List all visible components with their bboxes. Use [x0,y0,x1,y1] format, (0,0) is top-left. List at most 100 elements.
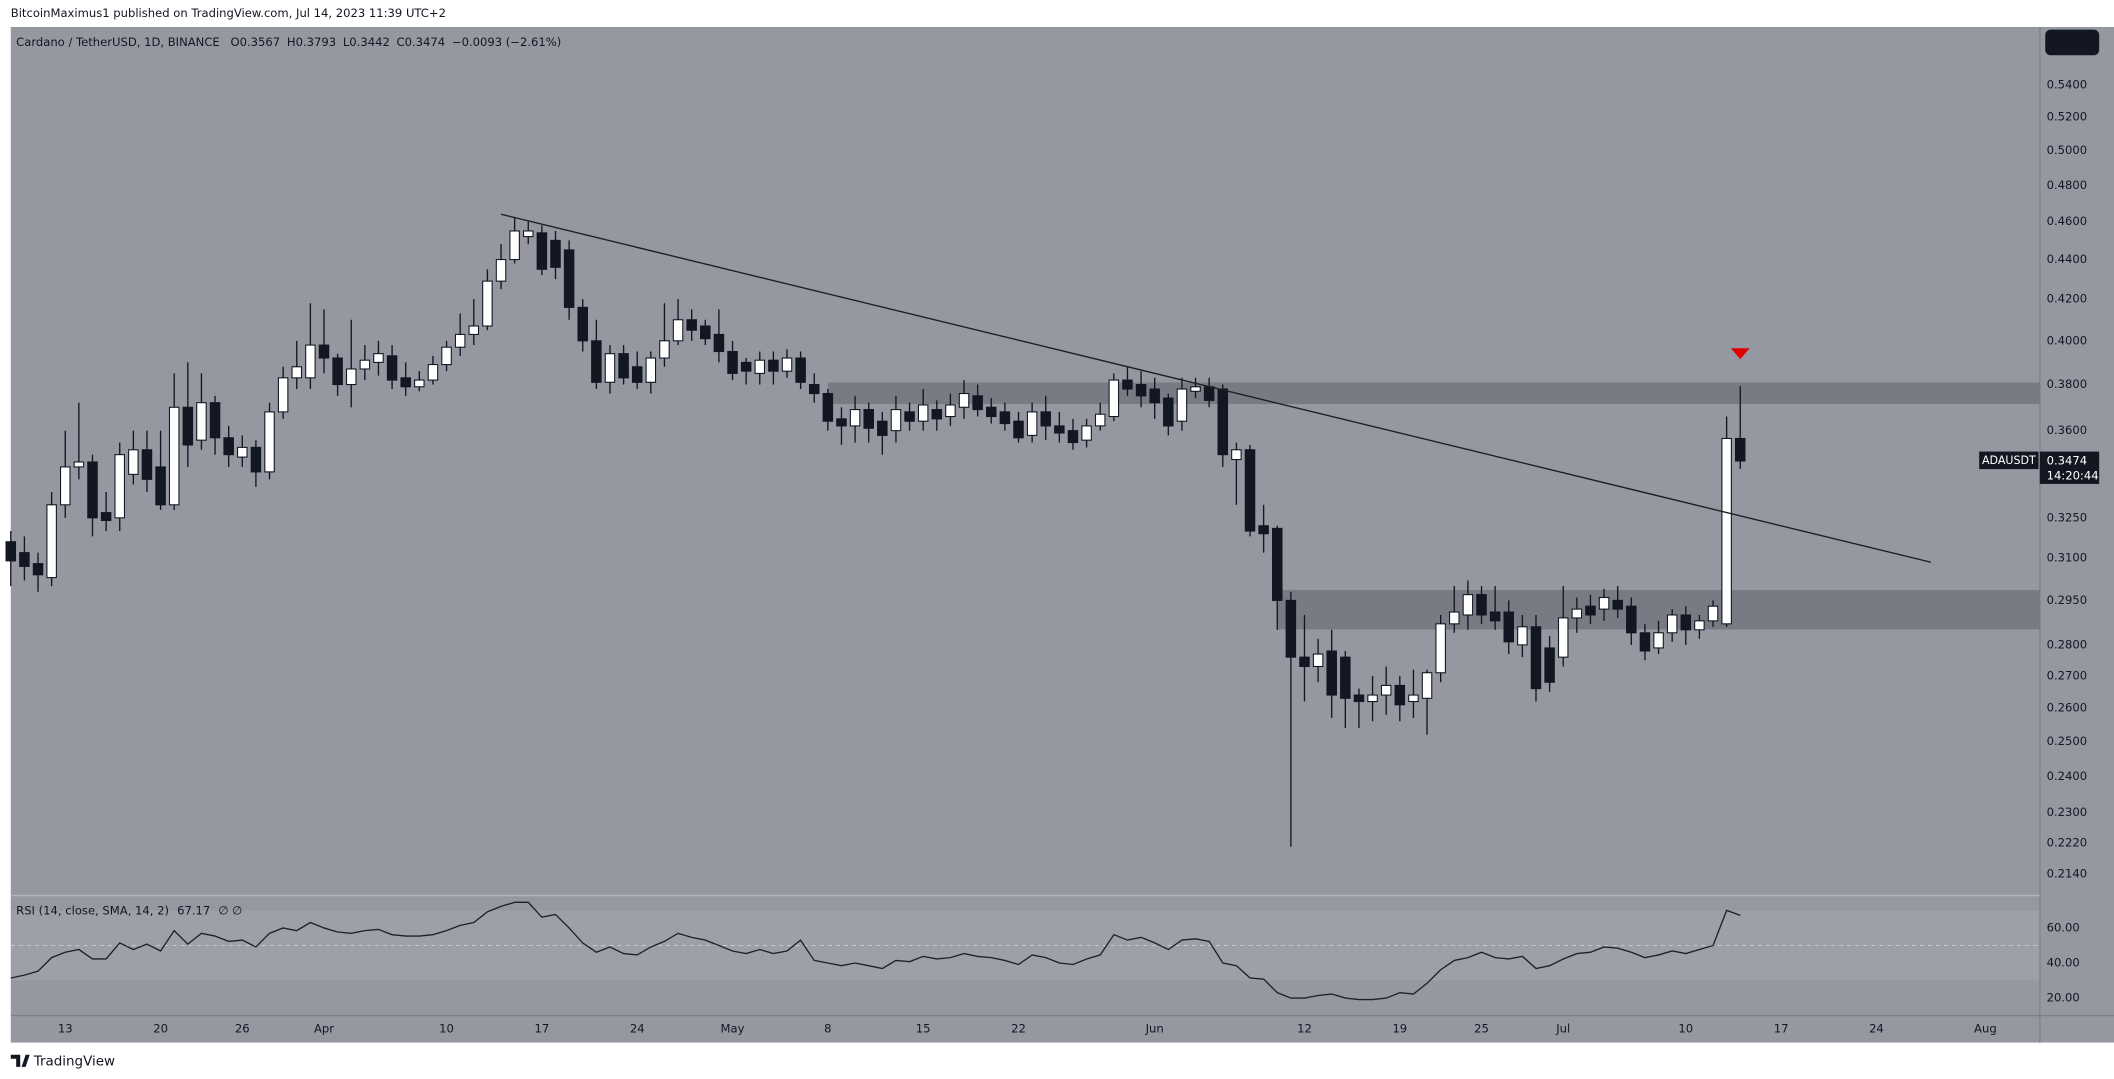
x-tick-label: Apr [314,1022,334,1036]
ohlc-value: 0.3442 [349,34,390,48]
candle-body-up [1408,694,1419,703]
candle-body-up [754,359,766,374]
candle-body-up [468,325,480,335]
candle-body-up [1312,653,1324,668]
candle-body-up [114,454,125,519]
candle-body-down [822,393,834,422]
change-value: −0.0093 (−2.61%) [452,34,561,48]
symbol-tag: ADAUSDT [1982,454,2036,467]
price-tag: 0.3474 [2047,454,2088,468]
x-tick-label: 19 [1392,1022,1407,1036]
candle-body-down [1530,626,1542,690]
ohlc-value: 0.3567 [240,34,281,48]
candle-body-up [1176,388,1188,422]
candle-body-down [332,357,343,386]
y-tick-label: 0.2700 [2047,668,2088,682]
symbol-legend: Cardano / TetherUSD, 1D, BINANCE O0.3567 H… [16,34,561,48]
candle-body-up [373,353,384,363]
y-tick-label: 0.2500 [2047,734,2088,748]
candle-body-down [700,325,711,340]
candle-body-down [795,357,806,383]
candle-body-up [1721,437,1732,625]
candle-body-down [986,406,997,418]
candle-body-down [1299,656,1310,668]
candle-body-down [931,409,943,420]
candle-body-down [550,239,561,268]
y-tick-label: 0.4200 [2047,292,2088,306]
y-tick-label: 0.5400 [2047,77,2088,91]
y-tick-label: 0.3600 [2047,423,2088,437]
candle-body-up [1666,614,1678,634]
candle-body-up [672,319,684,342]
candle-body-down [713,333,725,353]
candle-body-down [999,411,1011,425]
rsi-tick-label: 20.00 [2047,991,2080,1005]
x-tick-label: Aug [1974,1022,1997,1036]
settings-box[interactable] [2045,29,2100,56]
candle-body-up [277,377,289,413]
rsi-legend: RSI (14, close, SMA, 14, 2) 67.17 ∅ ∅ [16,903,242,917]
candle-body-down [100,512,112,521]
x-tick-label: 20 [153,1022,168,1036]
ohlc-value: 0.3793 [296,34,337,48]
candle-body-down [1639,632,1651,652]
candle-body-up [1231,449,1242,461]
candle-body-down [591,340,602,383]
logo-text: TradingView [33,1053,115,1069]
candle-body-up [59,466,71,506]
candle-body-down [209,402,221,439]
candle-body-down [318,344,330,359]
ohlc-label: O [231,34,240,48]
candle-body-down [1585,605,1596,616]
y-tick-label: 0.2950 [2047,593,2088,607]
candle-body-down [223,437,234,456]
candle-body-up [1367,694,1378,703]
candle-body-up [291,366,303,379]
x-tick-label: 10 [1678,1022,1693,1036]
candle-body-down [1203,386,1215,401]
x-tick-label: Jul [1555,1022,1570,1036]
candle-body-down [631,366,643,383]
candle-body-down [182,406,194,446]
candle-body-down [1040,411,1052,427]
candle-body-down [1285,599,1297,658]
x-tick-label: May [721,1022,745,1036]
candle-body-up [1435,623,1446,674]
y-tick-label: 0.4400 [2047,252,2088,266]
candle-body-up [414,379,425,388]
y-tick-label: 0.3100 [2047,551,2088,565]
candle-body-down [904,411,915,422]
candle-body-up [1380,684,1392,696]
candle-body-down [1326,650,1337,696]
x-tick-label: 22 [1011,1022,1026,1036]
candle-body-down [250,446,262,473]
candle-body-up [917,404,929,422]
candle-body-up [237,446,248,458]
candle-body-down [1612,599,1623,610]
chart-background [10,26,2114,1043]
candle-body-down [1217,388,1229,456]
rsi-tick-label: 60.00 [2047,920,2080,934]
candle-body-down [1271,527,1283,601]
candle-body-down [836,418,847,427]
y-tick-label: 0.3800 [2047,377,2088,391]
candle-body-up [945,404,956,418]
candle-body-up [427,364,439,381]
y-tick-label: 0.2300 [2047,805,2088,819]
x-tick-label: 10 [439,1022,454,1036]
ohlc-label: L [343,34,350,48]
x-tick-label: 8 [824,1022,831,1036]
y-tick-label: 0.3250 [2047,510,2088,524]
candle-body-up [359,359,371,370]
y-tick-label: 0.2600 [2047,701,2088,715]
candle-body-down [1353,694,1365,703]
candle-body-down [727,350,738,374]
symbol-title: Cardano / TetherUSD, 1D, BINANCE [16,34,220,48]
candle-body-up [1517,626,1528,646]
zone [827,382,2040,405]
x-tick-label: 17 [535,1022,550,1036]
rsi-extra: ∅ ∅ [218,903,242,917]
x-tick-label: 26 [235,1022,250,1036]
